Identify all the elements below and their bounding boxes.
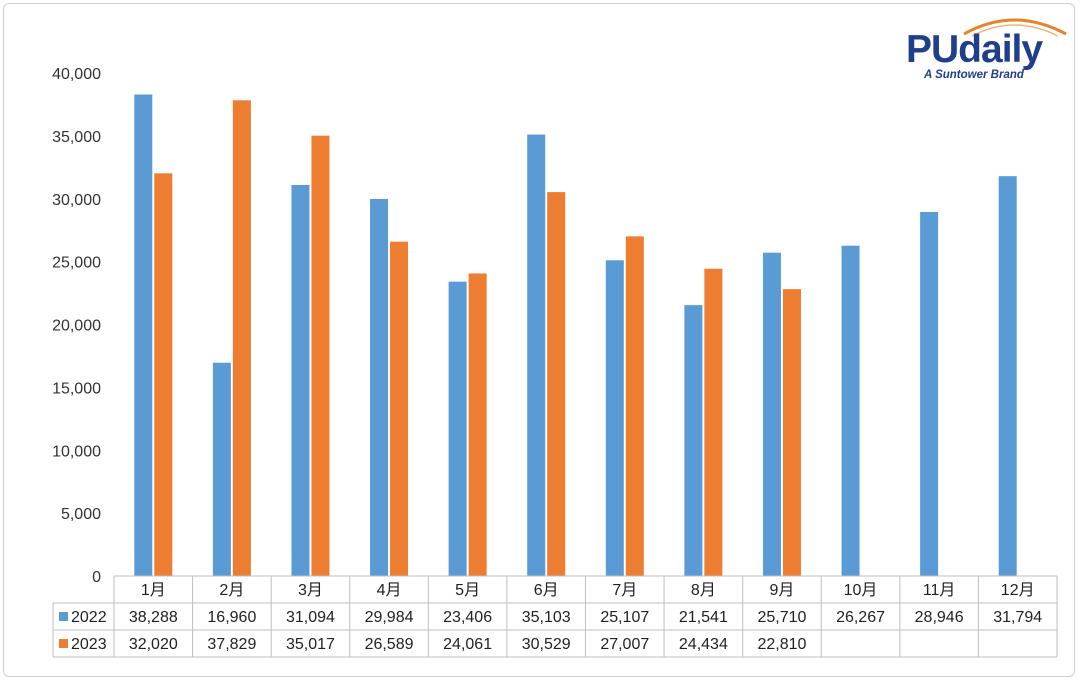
legend-label-2023: 2023: [71, 636, 107, 653]
bar-2023: [154, 173, 173, 576]
bar-2023: [782, 289, 801, 576]
x-category-label: 12月: [1001, 582, 1035, 599]
bar-2023: [625, 236, 644, 577]
data-label-2022: 25,107: [600, 609, 649, 626]
bar-2023: [232, 100, 251, 576]
bar-2022: [920, 212, 939, 577]
data-label-2022: 29,984: [365, 609, 414, 626]
data-label-2022: 26,267: [836, 609, 885, 626]
x-category-label: 7月: [612, 582, 637, 599]
bar-2022: [291, 184, 310, 576]
bar-2023: [311, 135, 330, 576]
bar-2023: [390, 241, 409, 577]
y-tick-label: 0: [92, 569, 101, 586]
x-category-label: 2月: [219, 582, 244, 599]
brand-logo: PUdaily A Suntower Brand: [906, 12, 1071, 88]
bar-2022: [841, 245, 860, 576]
data-label-2023: 35,017: [286, 636, 335, 653]
data-label-2022: 31,094: [286, 609, 335, 626]
x-category-label: 8月: [691, 582, 716, 599]
data-label-2022: 16,960: [207, 609, 256, 626]
data-label-2022: 25,710: [757, 609, 806, 626]
logo-tagline: A Suntower Brand: [924, 69, 1024, 81]
x-category-label: 1月: [141, 582, 166, 599]
bar-2022: [212, 362, 231, 576]
y-tick-label: 25,000: [52, 255, 101, 272]
data-label-2023: 24,434: [679, 636, 728, 653]
data-label-2023: 30,529: [522, 636, 571, 653]
bar-2022: [134, 94, 153, 577]
y-tick-label: 40,000: [52, 66, 101, 83]
data-label-2023: 24,061: [443, 636, 492, 653]
bar-2022: [998, 176, 1017, 577]
data-label-2023: 37,829: [207, 636, 256, 653]
x-category-label: 3月: [298, 582, 323, 599]
data-label-2022: 28,946: [915, 609, 964, 626]
x-category-label: 10月: [844, 582, 878, 599]
bar-2023: [704, 268, 723, 576]
bar-2023: [468, 273, 487, 576]
x-category-label: 9月: [770, 582, 795, 599]
legend-key-2023: [59, 639, 68, 648]
y-tick-label: 15,000: [52, 380, 101, 397]
bar-2022: [605, 260, 624, 576]
y-tick-label: 30,000: [52, 192, 101, 209]
y-tick-label: 20,000: [52, 318, 101, 335]
y-tick-label: 35,000: [52, 129, 101, 146]
bar-2022: [684, 305, 703, 576]
y-tick-label: 5,000: [61, 506, 101, 523]
chart-frame: [3, 3, 1075, 677]
legend-key-2022: [59, 612, 68, 621]
data-label-2022: 31,794: [993, 609, 1042, 626]
bar-2022: [448, 281, 467, 576]
x-category-label: 5月: [455, 582, 480, 599]
data-label-2023: 22,810: [757, 636, 806, 653]
y-tick-label: 10,000: [52, 443, 101, 460]
data-label-2022: 23,406: [443, 609, 492, 626]
x-category-label: 6月: [534, 582, 559, 599]
bar-2023: [547, 192, 566, 576]
x-category-label: 4月: [377, 582, 402, 599]
logo-wordmark: PUdaily: [906, 28, 1043, 71]
bar-2022: [527, 134, 546, 576]
data-label-2022: 38,288: [129, 609, 178, 626]
data-label-2023: 27,007: [600, 636, 649, 653]
legend-label-2022: 2022: [71, 609, 107, 626]
data-label-2023: 26,589: [365, 636, 414, 653]
bar-2022: [370, 198, 389, 576]
data-label-2022: 21,541: [679, 609, 728, 626]
x-category-label: 11月: [923, 582, 956, 599]
data-label-2023: 32,020: [129, 636, 178, 653]
bar-2022: [762, 252, 781, 576]
data-label-2022: 35,103: [522, 609, 571, 626]
logo-arc-icon: [963, 18, 1067, 37]
